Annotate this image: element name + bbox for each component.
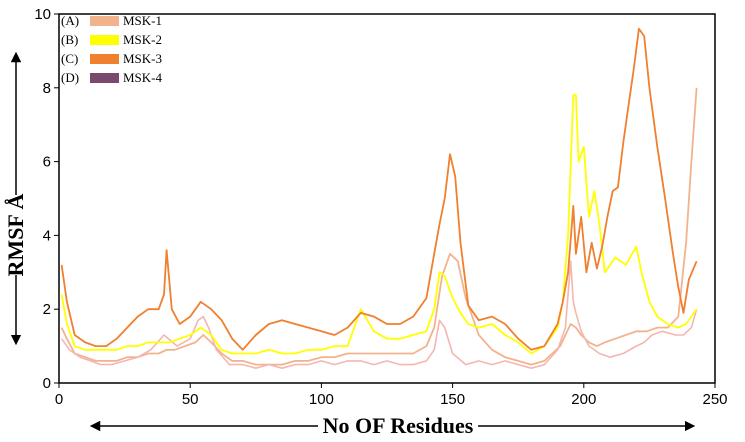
legend-tag-c: (C) (61, 51, 78, 66)
series-line-msk-1 (60, 87, 698, 366)
x-axis-ticks: 0 50 100 150 200 250 (55, 383, 728, 408)
y-axis-title: RMSF Å (3, 193, 28, 276)
legend-label-msk-2: MSK-2 (123, 32, 162, 47)
legend: (A) MSK-1 (B) MSK-2 (C) MSK-3 (D) MSK-4 (61, 13, 163, 85)
y-tick-label: 2 (43, 301, 51, 318)
legend-tag-b: (B) (61, 32, 78, 47)
legend-tag-d: (D) (61, 70, 79, 85)
legend-swatch-msk-3 (90, 54, 119, 64)
x-tick-label: 250 (702, 391, 727, 408)
y-tick-label: 0 (43, 375, 51, 392)
y-tick-label: 8 (43, 80, 51, 97)
x-tick-label: 200 (571, 391, 596, 408)
series-line-msk-2 (60, 94, 698, 355)
x-axis-title: No OF Residues (323, 413, 474, 438)
legend-tag-a: (A) (61, 13, 79, 28)
legend-label-msk-4: MSK-4 (123, 70, 163, 85)
plot-frame (58, 13, 716, 384)
legend-label-msk-1: MSK-1 (123, 13, 162, 28)
series-line-overlay-pink (60, 260, 698, 370)
legend-swatch-msk-1 (90, 16, 119, 26)
y-tick-label: 6 (43, 154, 51, 171)
x-tick-label: 100 (309, 391, 334, 408)
legend-swatch-msk-2 (90, 35, 119, 45)
y-tick-label: 10 (34, 6, 51, 23)
legend-label-msk-3: MSK-3 (123, 51, 162, 66)
y-axis-ticks: 0 2 4 6 8 10 (34, 6, 59, 392)
y-tick-label: 4 (43, 227, 51, 244)
x-tick-label: 0 (55, 391, 63, 408)
x-tick-label: 150 (440, 391, 465, 408)
legend-swatch-msk-4 (90, 73, 119, 83)
x-tick-label: 50 (182, 391, 199, 408)
series-line-msk-3 (60, 27, 698, 351)
series-layer (60, 27, 698, 370)
